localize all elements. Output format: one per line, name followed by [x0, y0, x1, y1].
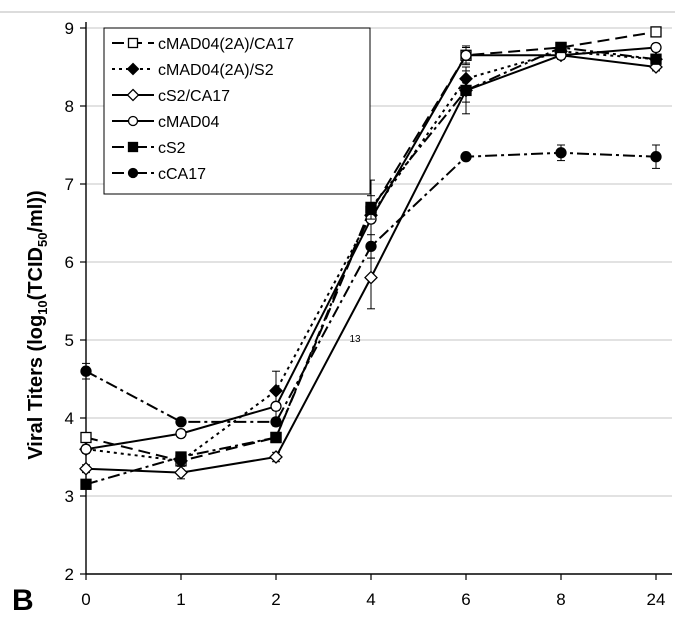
data-point-marker: [270, 400, 282, 412]
data-point-marker: [79, 461, 93, 476]
data-point-marker: [269, 450, 283, 464]
legend-label: cMAD04(2A)/S2: [158, 62, 274, 79]
data-point-marker: [80, 365, 92, 377]
x-tick-label: 0: [81, 590, 90, 609]
legend-item: cMAD04: [112, 114, 219, 131]
legend-item: cMAD04(2A)/CA17: [112, 36, 294, 53]
y-tick-label: 6: [65, 253, 74, 272]
y-tick-label: 5: [65, 331, 74, 350]
data-point-marker: [127, 115, 139, 127]
x-tick-label: 4: [366, 590, 375, 609]
data-point-marker: [175, 416, 187, 428]
data-point-marker: [650, 151, 662, 163]
x-tick-label: 6: [461, 590, 470, 609]
data-point-marker: [650, 53, 662, 65]
chart-annotation: 13: [349, 334, 361, 345]
y-tick-label: 9: [65, 19, 74, 38]
legend-label: cS2: [158, 140, 186, 157]
x-tick-label: 8: [556, 590, 565, 609]
y-axis-title: Viral Titers (log10(TCID50/ml)): [25, 190, 50, 459]
data-point-marker: [270, 431, 282, 444]
data-point-marker: [365, 240, 377, 253]
series-cs2: [80, 41, 662, 490]
y-tick-label: 4: [65, 409, 74, 428]
x-tick-label: 1: [176, 590, 185, 609]
data-point-marker: [80, 431, 92, 444]
data-point-marker: [460, 84, 472, 97]
legend: cMAD04(2A)/CA17 cMAD04(2A)/S2 cS2/CA17 cMAD…: [103, 27, 371, 195]
legend-item: cS2/CA17: [112, 88, 230, 105]
data-point-marker: [460, 49, 472, 61]
data-point-marker: [364, 270, 378, 285]
y-tick-label: 7: [65, 175, 74, 194]
legend-label: cMAD04: [158, 114, 219, 131]
data-point-marker: [174, 465, 188, 480]
data-point-marker: [175, 427, 187, 440]
legend-label: cMAD04(2A)/CA17: [158, 36, 294, 53]
legend-item: cS2: [112, 140, 186, 157]
legend-label: cCA17: [158, 166, 206, 183]
data-point-marker: [650, 26, 662, 38]
legend-label: cS2/CA17: [158, 88, 230, 105]
data-point-marker: [460, 151, 472, 163]
data-point-marker: [126, 88, 140, 102]
data-point-marker: [175, 451, 187, 463]
data-point-marker: [555, 147, 567, 159]
panel-label: B: [12, 584, 34, 617]
series-layer: [79, 26, 663, 490]
data-point-marker: [270, 416, 282, 428]
legend-item: cMAD04(2A)/S2: [112, 62, 274, 79]
data-point-marker: [80, 478, 92, 490]
x-tick-label: 24: [647, 590, 666, 609]
data-point-marker: [127, 37, 139, 49]
legend-item: cCA17: [112, 166, 206, 183]
y-tick-label: 2: [65, 565, 74, 584]
data-point-marker: [80, 443, 92, 455]
x-tick-label: 2: [271, 590, 280, 609]
data-point-marker: [126, 62, 140, 76]
legend-box: [103, 27, 371, 195]
data-point-marker: [555, 41, 567, 54]
data-point-marker: [365, 201, 377, 214]
data-point-marker: [127, 167, 139, 179]
y-tick-label: 3: [65, 487, 74, 506]
series-cca17: [80, 144, 662, 428]
y-tick-label: 8: [65, 97, 74, 116]
data-point-marker: [127, 141, 139, 153]
data-point-marker: [650, 41, 662, 54]
